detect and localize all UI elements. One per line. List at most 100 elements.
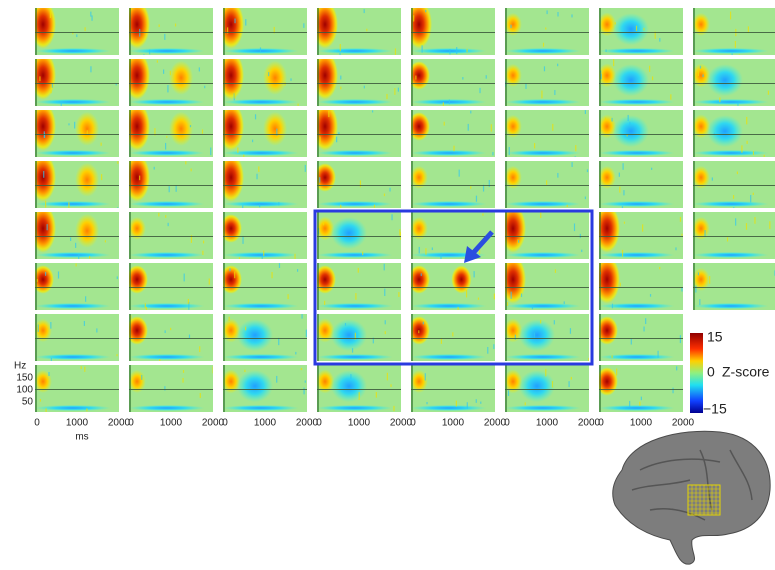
noise-speck bbox=[425, 10, 426, 12]
noise-speck bbox=[366, 29, 367, 32]
noise-speck bbox=[244, 370, 245, 372]
noise-speck bbox=[295, 352, 296, 355]
noise-speck bbox=[364, 9, 365, 13]
noise-speck bbox=[105, 240, 106, 242]
noise-speck bbox=[769, 221, 770, 229]
noise-speck bbox=[615, 22, 616, 24]
onset-response bbox=[30, 0, 56, 48]
spectrogram-panel bbox=[128, 212, 213, 259]
low-freq-band bbox=[317, 201, 393, 207]
onset-response bbox=[30, 153, 56, 201]
low-freq-band bbox=[693, 48, 769, 54]
spectrogram-panel bbox=[408, 263, 495, 313]
noise-speck bbox=[494, 294, 495, 300]
noise-speck bbox=[482, 213, 483, 215]
time-tick-label: 2000 bbox=[202, 418, 225, 429]
noise-speck bbox=[374, 205, 375, 208]
noise-speck bbox=[395, 48, 396, 54]
noise-speck bbox=[278, 202, 279, 205]
low-freq-band bbox=[693, 150, 769, 156]
noise-speck bbox=[605, 118, 606, 121]
noise-speck bbox=[352, 348, 353, 352]
low-freq-band bbox=[129, 354, 205, 360]
spectrogram-panel bbox=[30, 153, 119, 211]
low-freq-band bbox=[317, 405, 393, 411]
noise-speck bbox=[571, 14, 572, 17]
noise-speck bbox=[466, 49, 467, 52]
noise-speck bbox=[735, 218, 736, 225]
time-tick-label: 2000 bbox=[578, 418, 601, 429]
time-tick-label: 2000 bbox=[390, 418, 413, 429]
noise-speck bbox=[200, 393, 201, 398]
spectrogram-panel bbox=[32, 263, 119, 310]
noise-speck bbox=[564, 301, 565, 304]
noise-speck bbox=[340, 76, 341, 80]
noise-speck bbox=[612, 304, 613, 309]
noise-speck bbox=[242, 236, 243, 244]
onset-response bbox=[124, 153, 150, 201]
spectrogram-panel bbox=[504, 161, 589, 208]
noise-speck bbox=[158, 213, 159, 217]
noise-speck bbox=[384, 289, 385, 296]
late-response bbox=[451, 265, 471, 293]
noise-speck bbox=[700, 66, 701, 69]
noise-speck bbox=[419, 247, 420, 253]
noise-speck bbox=[489, 180, 490, 187]
spectrogram-panel bbox=[218, 102, 307, 161]
noise-speck bbox=[376, 392, 377, 398]
noise-speck bbox=[81, 366, 82, 369]
freq-tick-label: 100 bbox=[16, 385, 33, 396]
onset-response bbox=[596, 367, 618, 396]
noise-speck bbox=[456, 401, 457, 407]
low-freq-band bbox=[599, 405, 675, 411]
noise-speck bbox=[423, 175, 424, 181]
spectrogram-panel bbox=[692, 263, 775, 310]
noise-speck bbox=[75, 243, 76, 248]
onset-response bbox=[218, 51, 244, 99]
noise-speck bbox=[143, 54, 144, 59]
figure: Hz 150 100 50 ms 15 0 Z-score −15 010002… bbox=[0, 0, 775, 570]
noise-speck bbox=[555, 269, 556, 273]
noise-speck bbox=[242, 205, 243, 209]
noise-speck bbox=[319, 136, 320, 142]
noise-speck bbox=[335, 26, 336, 32]
noise-speck bbox=[117, 161, 118, 164]
low-freq-band bbox=[35, 48, 111, 54]
noise-speck bbox=[695, 286, 696, 293]
noise-speck bbox=[61, 102, 62, 108]
noise-speck bbox=[301, 368, 302, 370]
late-response bbox=[75, 112, 99, 146]
noise-speck bbox=[639, 402, 640, 406]
low-freq-band bbox=[35, 150, 111, 156]
spectrogram-panel bbox=[126, 263, 213, 313]
noise-speck bbox=[613, 59, 614, 66]
spectrogram-panel bbox=[692, 161, 775, 215]
noise-speck bbox=[659, 267, 660, 269]
time-tick-label: 0 bbox=[316, 418, 322, 429]
noise-speck bbox=[234, 93, 235, 99]
noise-speck bbox=[554, 90, 555, 95]
spectrogram-panel bbox=[504, 110, 589, 163]
freq-axis-label: Hz bbox=[14, 361, 26, 372]
time-tick-label: 2000 bbox=[672, 418, 695, 429]
noise-speck bbox=[449, 100, 450, 105]
noise-speck bbox=[165, 330, 166, 333]
noise-speck bbox=[735, 41, 736, 48]
spectrogram-panel bbox=[500, 255, 589, 310]
spectrogram-panel bbox=[124, 51, 213, 106]
suppression bbox=[237, 370, 273, 402]
suppression bbox=[519, 370, 555, 402]
late-response bbox=[263, 61, 287, 95]
onset-response bbox=[124, 0, 150, 48]
noise-speck bbox=[301, 314, 302, 319]
noise-speck bbox=[532, 306, 533, 309]
noise-speck bbox=[425, 373, 426, 380]
noise-speck bbox=[96, 328, 97, 332]
time-tick-label: 0 bbox=[222, 418, 228, 429]
spectrogram-panel bbox=[34, 314, 119, 364]
noise-speck bbox=[188, 299, 189, 304]
onset-response bbox=[126, 265, 148, 294]
noise-speck bbox=[619, 173, 620, 177]
noise-speck bbox=[727, 237, 728, 241]
noise-speck bbox=[571, 377, 572, 380]
